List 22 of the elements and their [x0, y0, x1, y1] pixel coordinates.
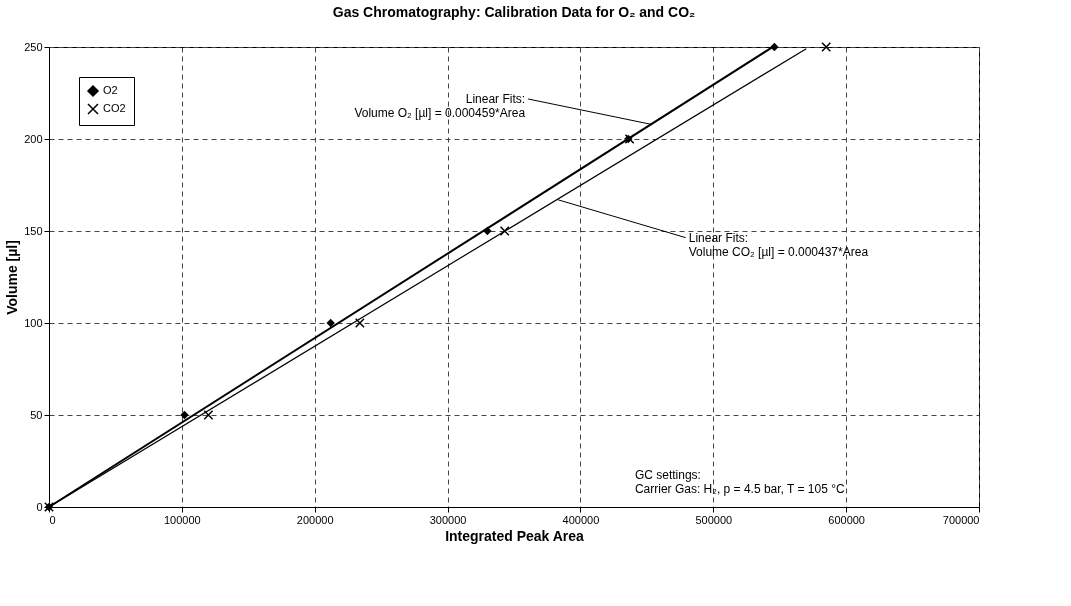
x-tick-label: 300000: [429, 513, 467, 526]
legend-label: CO2: [103, 102, 126, 114]
x-tick-label: 600000: [828, 513, 865, 526]
annotation: Linear Fits: Volume CO₂ [µl] = 0.000437*Area: [688, 230, 869, 259]
annotation: Linear Fits: Volume O₂ [µl] = 0.000459*Area: [354, 91, 526, 120]
annotation: GC settings: Carrier Gas: H₂, p = 4.5 bar, T = 105 °C: [634, 468, 846, 496]
x-axis-title: Integrated Peak Area: [445, 527, 585, 544]
x-tick-label: 0: [49, 513, 56, 526]
y-tick-label: 100: [24, 316, 43, 329]
x-tick-label: 100000: [164, 513, 201, 526]
y-tick-label: 200: [24, 132, 43, 145]
x-tick-label: 400000: [562, 513, 600, 526]
y-tick-label: 50: [30, 408, 43, 421]
x-tick-label: 500000: [695, 513, 733, 526]
legend-label: O2: [103, 84, 118, 96]
y-tick-label: 0: [36, 500, 43, 513]
y-axis-title: Volume [µl]: [4, 240, 21, 315]
y-tick-label: 150: [24, 224, 43, 237]
y-tick-label: 250: [24, 40, 43, 53]
x-tick-label: 200000: [296, 513, 334, 526]
x-tick-label: 700000: [942, 513, 980, 526]
chart-title: Gas Chromatography: Calibration Data for O₂ and CO₂: [332, 3, 696, 20]
